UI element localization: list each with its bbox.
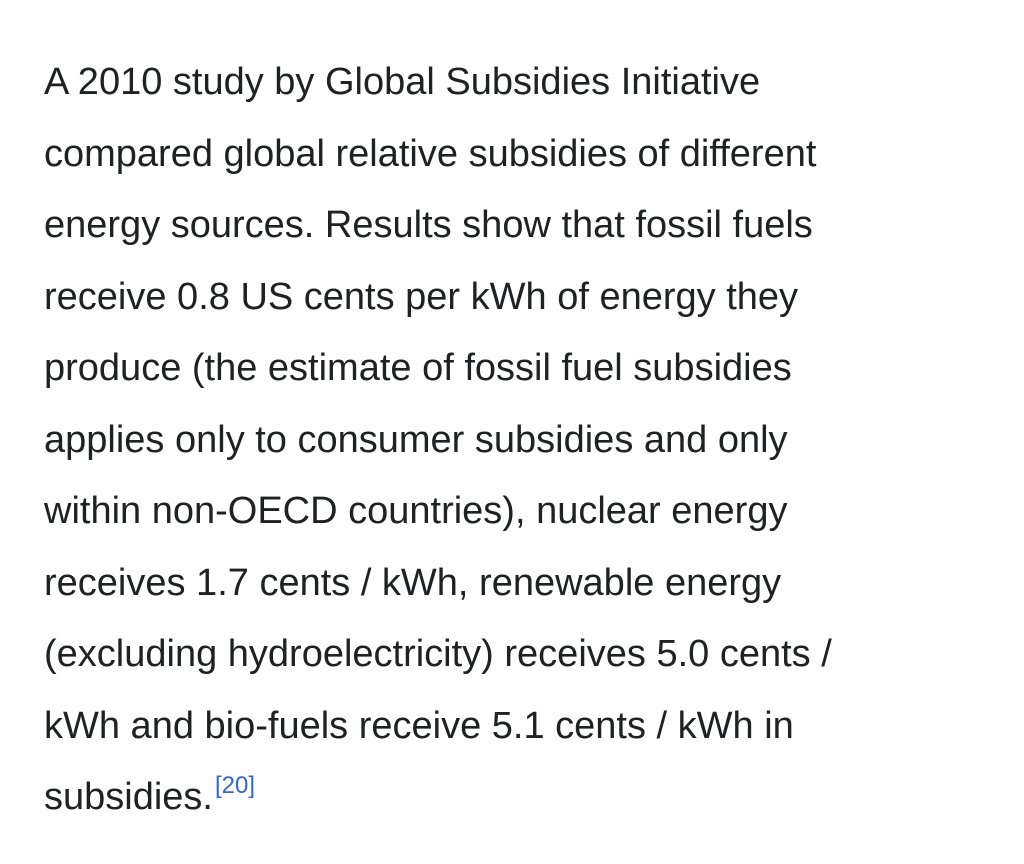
paragraph-line: kWh and bio-fuels receive 5.1 cents / kW…	[44, 704, 794, 747]
paragraph-line: within non-OECD countries), nuclear ener…	[44, 490, 788, 532]
paragraph-line: receive 0.8 US cents per kWh of energy t…	[44, 275, 799, 318]
paragraph-line: (excluding hydroelectricity) receives 5.…	[44, 633, 832, 675]
paragraph-line: energy sources. Results show that fossil…	[44, 204, 813, 246]
paragraph-line: receives 1.7 cents / kWh, renewable ener…	[44, 561, 782, 604]
article-paragraph: A 2010 study by Global Subsidies Initiat…	[44, 47, 994, 834]
paragraph-line: applies only to consumer subsidies and o…	[44, 418, 788, 461]
paragraph-last-line: subsidies.[20]	[44, 762, 994, 834]
paragraph-line: produce (the estimate of fossil fuel sub…	[44, 347, 792, 389]
citation-link[interactable]: [20]	[214, 772, 256, 799]
paragraph-line-text: subsidies.	[44, 776, 213, 818]
paragraph-line: compared global relative subsidies of di…	[44, 132, 817, 175]
paragraph-line: A 2010 study by Global Subsidies Initiat…	[44, 61, 761, 103]
